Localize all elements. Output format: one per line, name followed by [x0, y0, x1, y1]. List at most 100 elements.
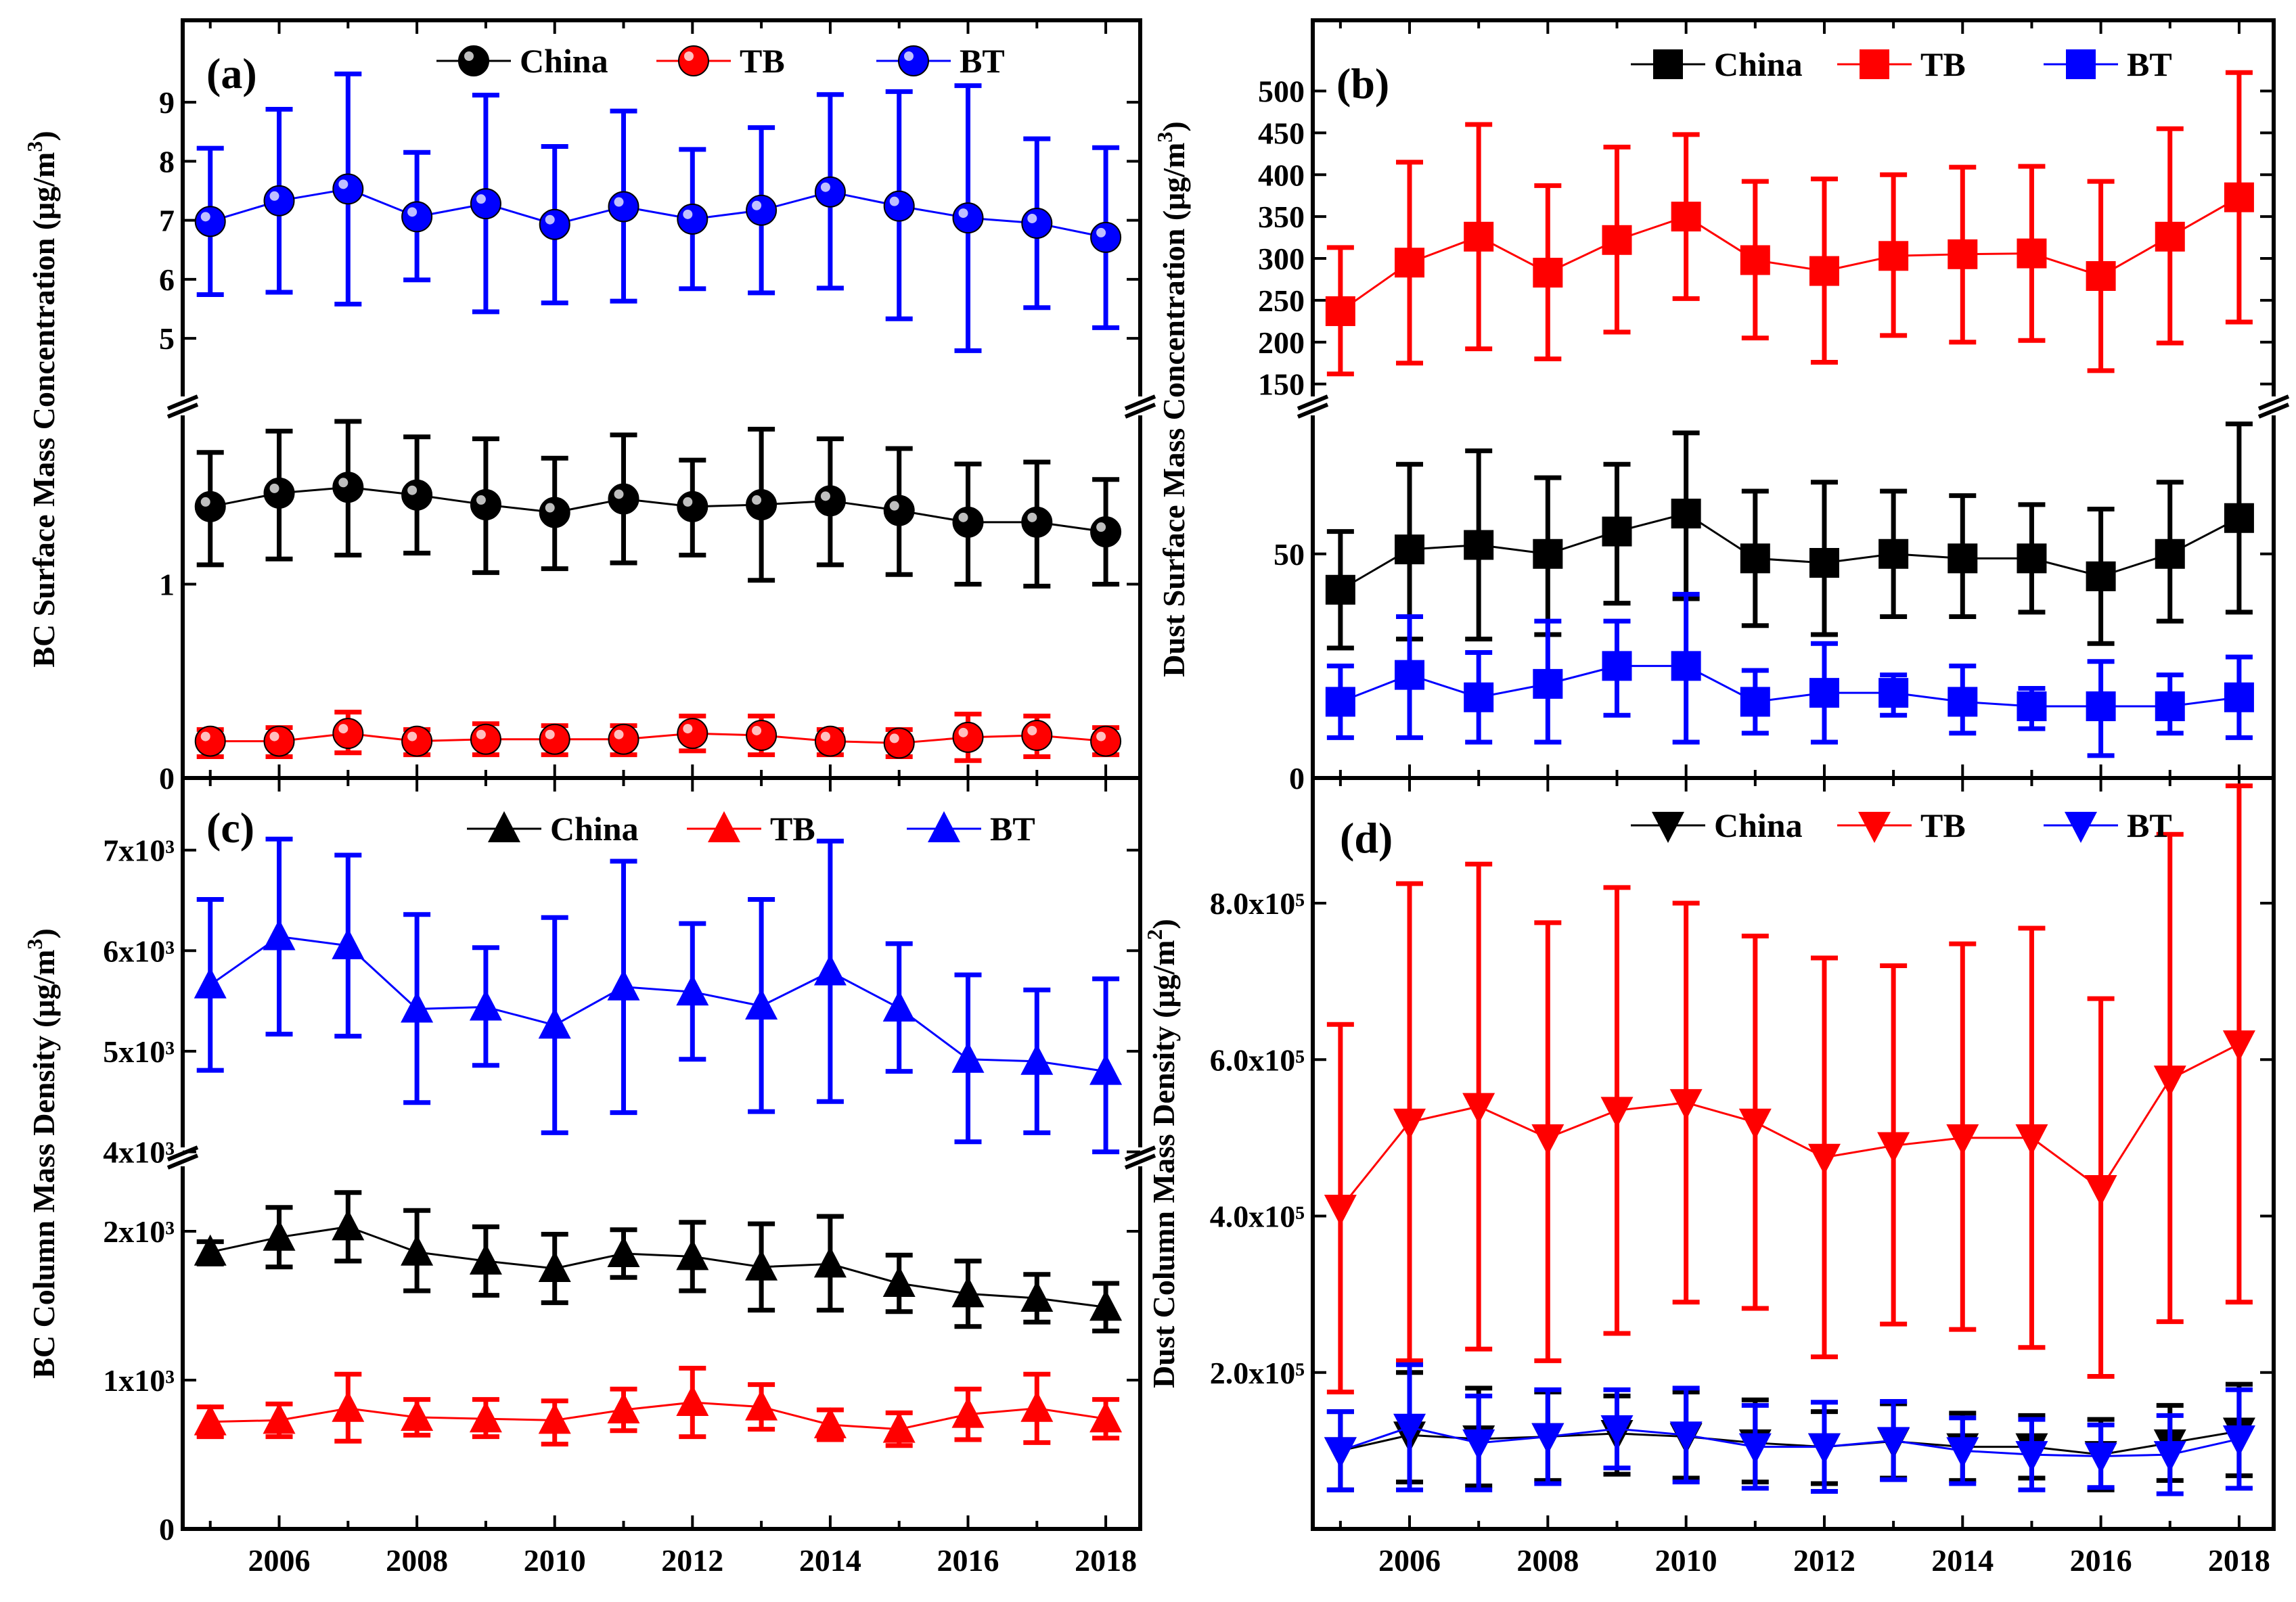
data-point-shine: [958, 512, 968, 522]
data-point: [2086, 260, 2116, 291]
axis-break-mark: [166, 1153, 199, 1170]
data-point: [1464, 221, 1494, 252]
legend-label: China: [1714, 45, 1803, 83]
data-point: [2086, 691, 2116, 721]
x-tick-label: 2018: [1075, 1543, 1137, 1578]
data-point: [814, 176, 846, 208]
data-point: [2224, 503, 2254, 533]
data-point: [1946, 1124, 1979, 1155]
data-point: [1533, 668, 1563, 699]
data-point: [1020, 1043, 1054, 1075]
y-tick-label: 300: [1258, 242, 1305, 276]
data-point: [746, 489, 778, 521]
axis-break-mark: [166, 394, 199, 411]
data-point-shine: [407, 731, 418, 741]
legend-marker: [1858, 812, 1891, 843]
data-point: [263, 725, 295, 757]
y-axis-title-tail: ): [26, 131, 61, 141]
data-point-shine: [1096, 731, 1106, 741]
legend-label: BT: [2127, 45, 2172, 83]
data-point-shine: [614, 729, 624, 739]
data-point: [1669, 1421, 1703, 1453]
series-china: [1325, 421, 2254, 651]
data-point: [332, 173, 364, 205]
data-point: [263, 919, 296, 951]
x-tick-label: 2014: [1931, 1543, 1994, 1578]
y-axis-title-sup: 3: [22, 141, 47, 152]
x-tick-label: 2012: [661, 1543, 723, 1578]
data-point: [951, 1276, 985, 1308]
x-tick-label: 2016: [2070, 1543, 2132, 1578]
data-point: [539, 723, 570, 755]
data-point: [1740, 687, 1770, 717]
axis-break-mark: [1124, 1153, 1156, 1170]
panel-a: 5 6 7 8 9 0 1 BC Surface Mass Concentration (μg…: [22, 18, 1161, 796]
data-point: [1395, 660, 1425, 690]
data-point: [677, 490, 708, 522]
legend-marker: [928, 811, 960, 842]
data-point: [1020, 1281, 1054, 1312]
data-point: [676, 1385, 709, 1416]
axis-break-mark: [2257, 403, 2290, 419]
data-point: [1878, 678, 1909, 708]
y-tick-label: 1: [159, 568, 175, 602]
data-point: [1807, 1433, 1841, 1465]
plot-frame: [181, 776, 1142, 1531]
data-point: [1877, 1132, 1910, 1164]
data-point: [607, 1236, 640, 1267]
data-point: [677, 203, 708, 235]
y-axis-title-main: Dust Surface Mass Concentration (μg/m: [1156, 143, 1191, 677]
data-point: [263, 1219, 296, 1251]
y-tick-label: 9: [159, 85, 175, 120]
data-point: [1531, 1423, 1565, 1455]
data-point: [746, 194, 778, 226]
data-point: [1462, 1429, 1495, 1461]
y-tick-label: 4x10³: [103, 1135, 175, 1170]
axis-break-mark: [2257, 394, 2290, 411]
series-china: [194, 419, 1122, 589]
data-point: [401, 1234, 434, 1266]
data-point: [2224, 182, 2254, 212]
y-tick-label: 200: [1258, 325, 1305, 360]
data-point-shine: [820, 182, 830, 192]
data-point: [263, 477, 295, 509]
data-point-shine: [889, 196, 899, 206]
legend-label: TB: [770, 810, 815, 848]
y-axis-title-sup: 3: [22, 939, 47, 950]
data-point: [2222, 1425, 2255, 1457]
data-point: [745, 988, 778, 1020]
y-axis-title-sup: 3: [1152, 132, 1177, 143]
data-point-shine: [889, 733, 899, 743]
legend-label: China: [1714, 806, 1803, 844]
series-bt: [194, 836, 1123, 1155]
data-point-shine: [1027, 725, 1037, 735]
data-point: [332, 1390, 365, 1422]
legend-label: BT: [2127, 806, 2172, 844]
data-point-shine: [683, 724, 693, 734]
data-point: [194, 1404, 227, 1436]
data-point: [470, 188, 501, 220]
data-point: [1089, 1053, 1123, 1085]
legend-marker: [1652, 812, 1684, 843]
data-point: [538, 1251, 571, 1282]
data-point: [538, 1007, 571, 1039]
series-bt: [194, 71, 1122, 353]
data-point: [1395, 248, 1425, 278]
data-point: [2086, 561, 2116, 591]
data-point-shine: [338, 724, 348, 734]
legend-marker: [898, 45, 929, 76]
data-point: [1393, 1413, 1426, 1445]
legend: China TB BT: [436, 42, 1005, 80]
legend-marker-shine: [684, 51, 694, 61]
legend: China TB BT: [467, 810, 1035, 848]
y-axis-title: Dust Surface Mass Concentration (μg/m3): [1152, 121, 1191, 677]
legend-marker: [678, 45, 709, 76]
y-tick-label: 0: [159, 761, 175, 796]
data-point: [952, 721, 984, 753]
y-tick-label: 6x10³: [103, 934, 175, 968]
legend-label: China: [550, 810, 639, 848]
axis-break-mark: [1124, 403, 1156, 419]
data-point: [883, 190, 915, 222]
y-axis-title-main: Dust Column Mass Density (μg/m: [1146, 940, 1181, 1388]
y-tick-label: 500: [1258, 74, 1305, 109]
